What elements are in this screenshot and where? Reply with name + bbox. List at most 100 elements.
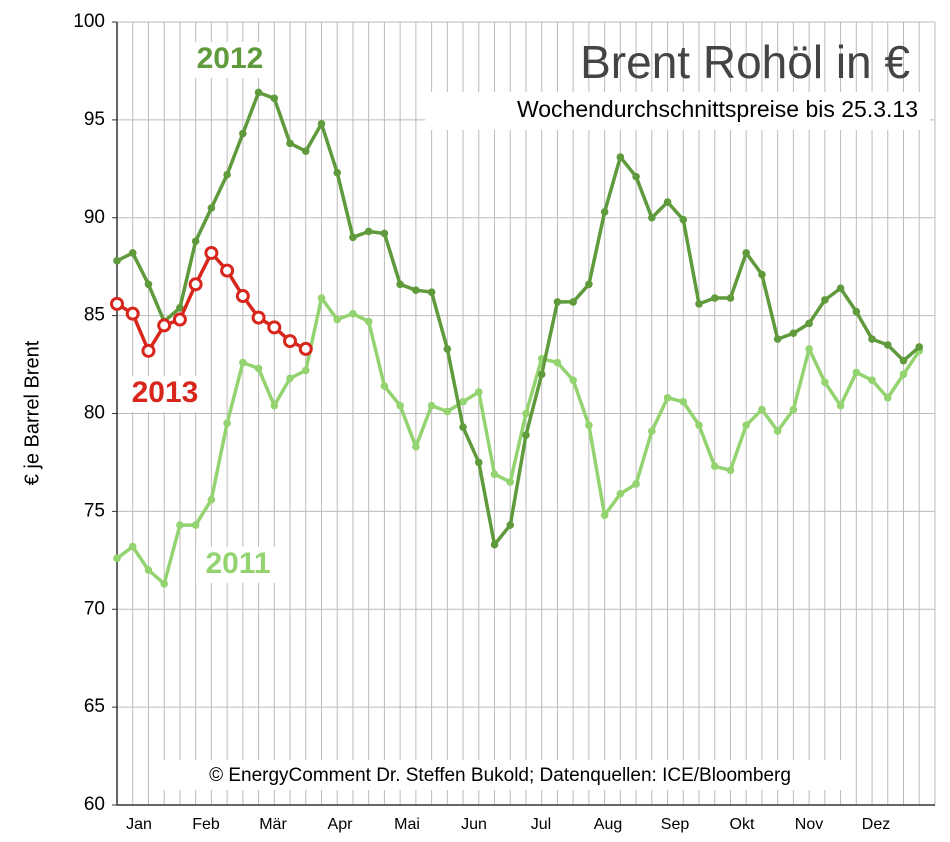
point — [251, 310, 266, 325]
point — [663, 198, 672, 206]
point — [188, 277, 203, 292]
point — [679, 397, 688, 406]
x-tick-label: Jan — [126, 816, 152, 833]
point — [443, 407, 452, 416]
point — [632, 480, 640, 488]
point — [474, 388, 483, 396]
point — [852, 368, 861, 377]
subtitle-bg — [425, 92, 930, 130]
point — [333, 168, 342, 177]
point — [474, 458, 483, 467]
point — [301, 366, 310, 375]
series-label-bg — [188, 42, 272, 78]
point — [144, 280, 153, 289]
point — [128, 542, 137, 551]
point — [710, 462, 719, 471]
y-tick-label: 95 — [84, 109, 105, 130]
point — [239, 129, 247, 138]
y-tick-label: 60 — [84, 794, 105, 815]
x-tick-label: Okt — [730, 816, 755, 833]
point — [695, 421, 703, 430]
point — [821, 296, 829, 304]
point — [254, 364, 263, 373]
point — [663, 394, 672, 402]
point — [742, 249, 750, 257]
point — [286, 139, 294, 148]
point — [333, 315, 342, 324]
point — [522, 409, 530, 418]
point — [239, 358, 247, 367]
point — [157, 318, 172, 333]
point — [852, 307, 861, 316]
series-label-bg — [196, 547, 280, 583]
point — [380, 382, 389, 390]
point — [773, 335, 782, 343]
point — [223, 419, 231, 428]
point — [569, 376, 577, 385]
point — [585, 280, 593, 289]
x-tick-label: Aug — [594, 816, 622, 833]
point — [522, 431, 530, 439]
point — [141, 343, 156, 358]
point — [805, 319, 813, 328]
chart-subtitle: Wochendurchschnittspreise bis 25.3.13 — [517, 96, 918, 122]
point — [317, 119, 326, 128]
point — [868, 376, 876, 385]
point — [144, 566, 153, 574]
point — [553, 298, 562, 306]
y-tick-label: 90 — [84, 207, 105, 228]
y-axis-label: € je Barrel Brent — [21, 340, 43, 485]
point — [412, 442, 420, 451]
point — [758, 405, 766, 414]
point — [805, 345, 813, 353]
point — [380, 229, 389, 238]
point — [883, 341, 892, 349]
point — [490, 470, 499, 478]
series-label: 2011 — [205, 547, 270, 580]
series-line — [116, 90, 921, 547]
point — [113, 257, 121, 265]
point — [648, 213, 656, 222]
point — [317, 294, 326, 302]
point — [789, 329, 798, 338]
point — [506, 478, 515, 486]
point — [267, 320, 282, 335]
series-label: 2012 — [197, 42, 264, 75]
y-tick-label: 80 — [84, 403, 105, 424]
point — [396, 280, 404, 289]
x-tick-label: Sep — [661, 816, 690, 833]
point — [207, 204, 216, 212]
point — [286, 374, 294, 383]
point — [427, 401, 436, 410]
point — [254, 88, 263, 97]
point — [899, 356, 908, 365]
point — [569, 298, 577, 306]
point — [364, 227, 373, 236]
point — [459, 423, 467, 432]
x-tick-label: Feb — [192, 816, 220, 833]
y-tick-label: 100 — [73, 11, 105, 32]
point — [710, 294, 719, 302]
point — [490, 540, 499, 549]
chart-title: Brent Rohöl in € — [580, 36, 910, 88]
point — [648, 427, 656, 435]
point — [176, 303, 184, 312]
point — [207, 495, 216, 504]
point — [125, 306, 140, 321]
point — [172, 312, 187, 327]
point — [396, 401, 404, 410]
point — [298, 341, 313, 356]
point — [270, 94, 279, 103]
point — [821, 378, 829, 386]
point — [191, 237, 200, 246]
x-tick-label: Jun — [461, 816, 487, 833]
point — [270, 401, 279, 410]
y-tick-label: 65 — [84, 696, 105, 717]
point — [585, 421, 593, 430]
point — [773, 427, 782, 435]
x-tick-label: Mär — [259, 816, 287, 833]
x-tick-label: Dez — [862, 816, 890, 833]
point — [616, 153, 625, 161]
annotation: © EnergyComment Dr. Steffen Bukold; Date… — [209, 765, 791, 786]
